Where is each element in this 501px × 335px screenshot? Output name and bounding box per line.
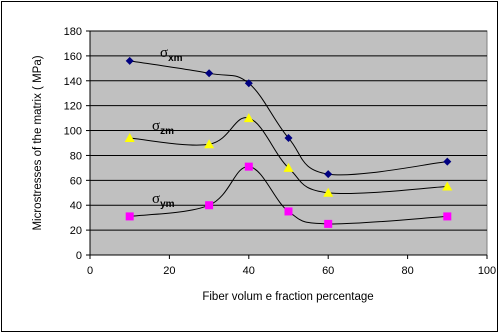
data-point-diamond xyxy=(205,69,214,78)
grid-lines xyxy=(90,30,487,231)
data-point-triangle xyxy=(283,162,294,172)
data-point-diamond xyxy=(443,157,452,166)
data-point-triangle xyxy=(323,187,334,197)
data-point-triangle xyxy=(442,181,453,191)
plot-area xyxy=(89,30,488,256)
y-axis-title: Microstresses of the matrix ( MPa) xyxy=(32,55,44,230)
series-label: σym xyxy=(152,191,175,210)
data-point-square xyxy=(324,219,333,228)
y-tick-label: 160 xyxy=(64,51,82,63)
data-point-diamond xyxy=(324,170,333,179)
y-tick-label: 60 xyxy=(70,175,82,187)
y-ticks: 0 20 40 60 80 100 120 140 160 180 xyxy=(64,26,90,262)
x-axis-title: Fiber volum e fraction percentage xyxy=(202,291,373,303)
series-label-symbol: σ xyxy=(152,118,160,134)
y-tick-label: 180 xyxy=(64,26,82,38)
series-xm xyxy=(125,56,452,179)
series-label-subscript: ym xyxy=(160,199,175,210)
x-ticks: 0 20 40 60 80 100 xyxy=(87,255,496,277)
data-point-triangle xyxy=(124,133,135,143)
y-tick-label: 0 xyxy=(76,250,82,262)
y-tick-label: 140 xyxy=(64,76,82,88)
x-tick-label: 80 xyxy=(401,265,413,277)
data-point-square xyxy=(244,162,253,171)
series-label: σxm xyxy=(160,45,183,64)
series-label-symbol: σ xyxy=(160,45,168,61)
series-label: σzm xyxy=(152,118,174,137)
y-tick-label: 100 xyxy=(64,126,82,138)
data-point-square xyxy=(443,212,452,221)
y-tick-label: 20 xyxy=(70,225,82,237)
y-tick-label: 120 xyxy=(64,101,82,113)
series-label-subscript: zm xyxy=(160,126,174,137)
series-line xyxy=(129,60,448,176)
data-point-triangle xyxy=(204,139,215,149)
data-point-square xyxy=(284,207,293,216)
series-line xyxy=(129,166,448,225)
x-tick-label: 20 xyxy=(163,265,175,277)
x-tick-label: 60 xyxy=(322,265,334,277)
series xyxy=(124,56,453,228)
data-point-diamond xyxy=(284,134,293,143)
y-tick-label: 40 xyxy=(70,200,82,212)
series-zm xyxy=(124,113,453,197)
x-tick-label: 40 xyxy=(243,265,255,277)
data-point-square xyxy=(125,212,134,221)
series-label-symbol: σ xyxy=(152,191,160,207)
data-point-square xyxy=(205,201,214,210)
data-point-diamond xyxy=(125,56,134,65)
data-point-triangle xyxy=(243,113,254,123)
x-tick-label: 0 xyxy=(87,265,93,277)
series-line xyxy=(129,117,448,195)
series-ym xyxy=(125,162,452,228)
axes xyxy=(89,31,487,256)
series-label-subscript: xm xyxy=(168,53,183,64)
x-tick-label: 100 xyxy=(478,265,496,277)
y-tick-label: 80 xyxy=(70,150,82,162)
data-point-diamond xyxy=(244,79,253,88)
